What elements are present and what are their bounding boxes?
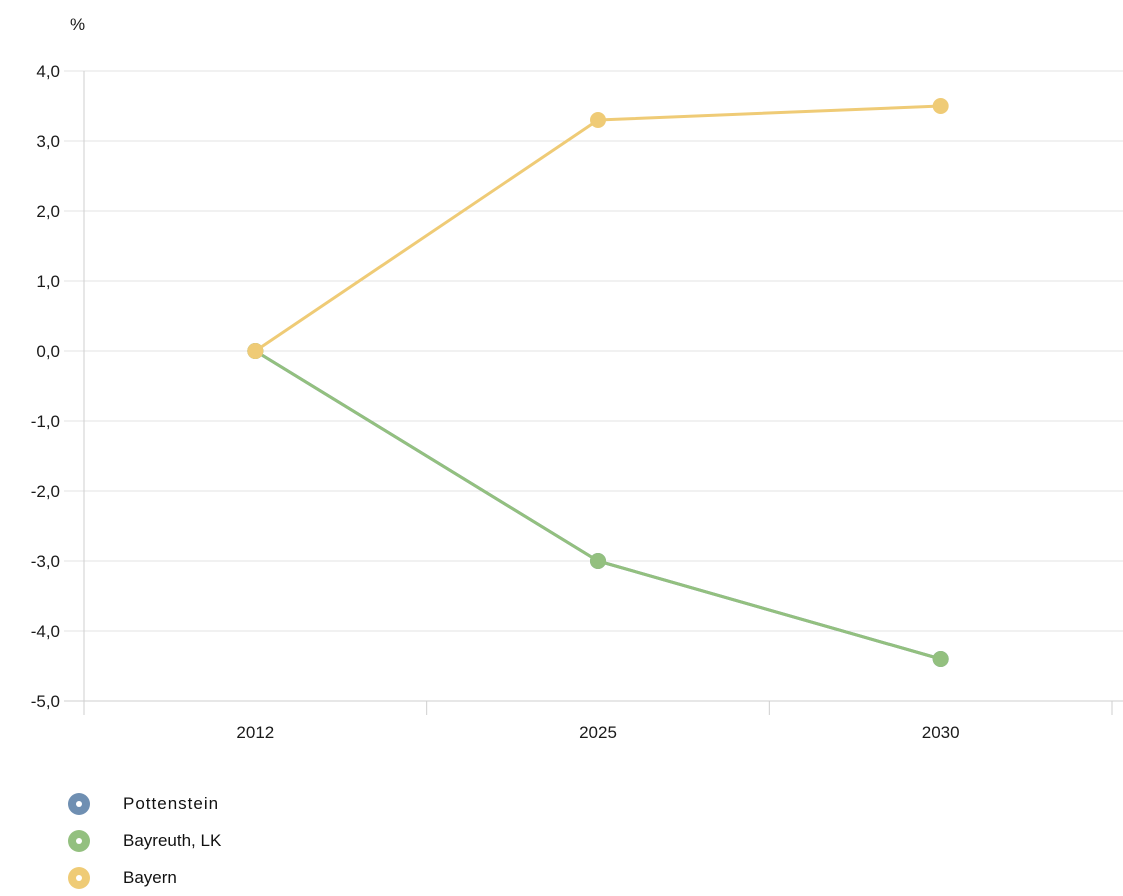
y-tick-label: 2,0	[36, 202, 60, 221]
y-tick-label: 1,0	[36, 272, 60, 291]
data-point-bayern[interactable]	[932, 98, 949, 114]
line-chart: % 4,0 3,0 2,0 1,0 0,0 -1,0 -2,0 -3,0 -4,0 -5,0 20…	[31, 15, 1123, 742]
y-tick-label: 0,0	[36, 342, 60, 361]
legend-label: Pottenstein	[123, 793, 220, 813]
legend-item-bayreuth-lk[interactable]: Bayreuth, LK	[68, 822, 221, 859]
legend-marker-bayern	[68, 866, 90, 889]
grid	[64, 70, 1123, 702]
axes	[64, 71, 1123, 715]
data-point-bayreuth-lk[interactable]	[932, 651, 949, 667]
legend-item-bayern[interactable]: Bayern	[68, 859, 221, 896]
legend-item-pottenstein[interactable]: Pottenstein	[68, 785, 221, 822]
y-axis-unit-label: %	[70, 15, 85, 34]
data-point-bayreuth-lk[interactable]	[590, 553, 606, 569]
y-axis-ticks: 4,0 3,0 2,0 1,0 0,0 -1,0 -2,0 -3,0 -4,0 -5,0	[31, 62, 60, 711]
series-line-bayreuth-lk	[254, 349, 942, 661]
data-point-bayern[interactable]	[247, 343, 264, 359]
y-tick-label: -5,0	[31, 692, 60, 711]
y-tick-label: -3,0	[31, 552, 60, 571]
series-line-bayern	[254, 104, 941, 353]
series	[247, 98, 949, 667]
x-tick-label: 2025	[579, 723, 617, 742]
y-tick-label: -4,0	[31, 622, 60, 641]
legend-marker-bayreuth-lk	[68, 829, 90, 852]
series-line-pottenstein	[254, 349, 942, 661]
legend-marker-pottenstein	[68, 792, 90, 815]
data-point-bayern[interactable]	[590, 112, 606, 128]
x-tick-label: 2012	[236, 723, 274, 742]
y-tick-label: 3,0	[36, 132, 60, 151]
x-axis-ticks: 2012 2025 2030	[236, 723, 959, 742]
legend-label: Bayern	[123, 867, 177, 887]
y-tick-label: 4,0	[36, 62, 60, 81]
y-tick-label: -2,0	[31, 482, 60, 501]
y-tick-label: -1,0	[31, 412, 60, 431]
x-tick-label: 2030	[922, 723, 960, 742]
legend: Pottenstein Bayreuth, LK Bayern	[68, 785, 221, 896]
legend-label: Bayreuth, LK	[123, 830, 222, 850]
